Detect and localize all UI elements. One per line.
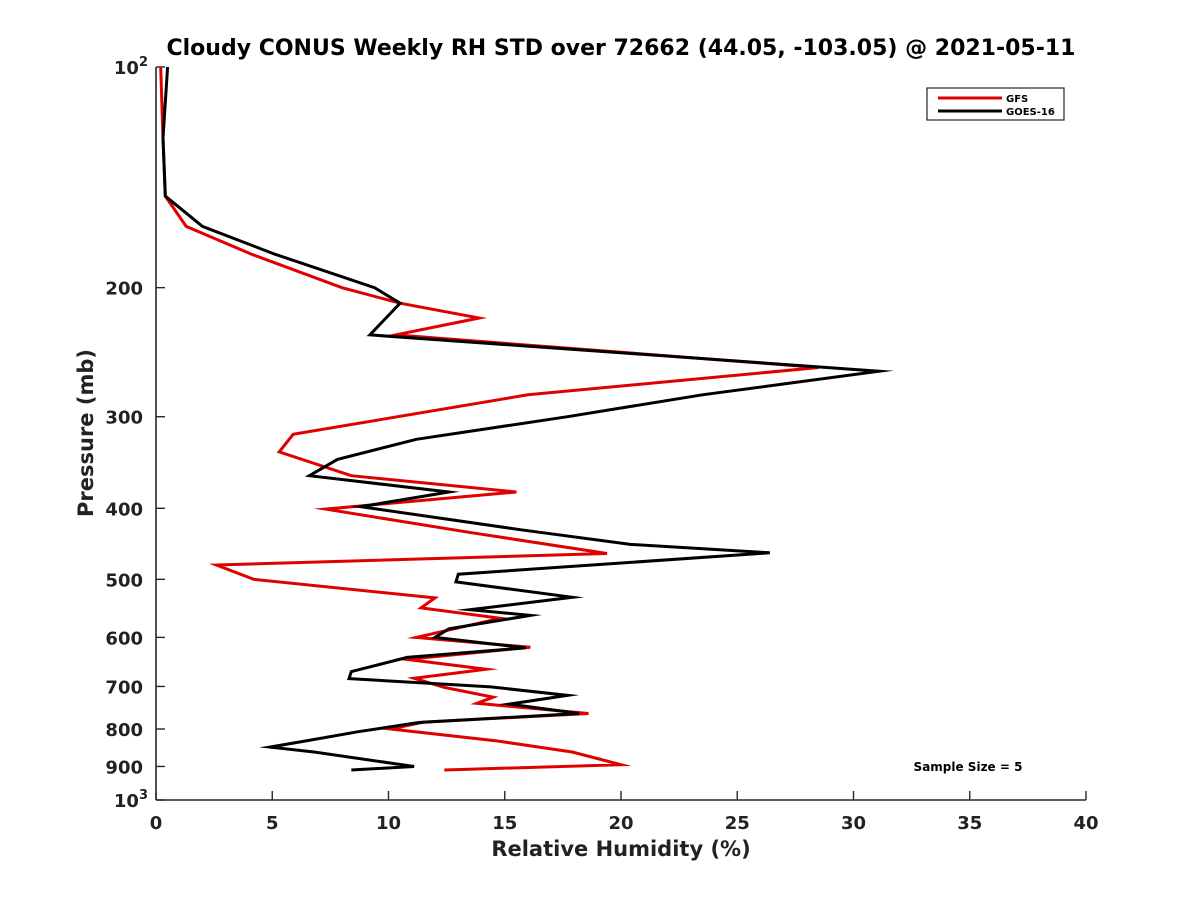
sample-size-annotation: Sample Size = 5: [914, 760, 1023, 774]
x-tick-label: 10: [376, 813, 401, 834]
y-tick-base: 10: [114, 58, 139, 79]
legend-box: [926, 87, 1065, 121]
legend-label: GFS: [1006, 94, 1028, 105]
y-tick-label: 700: [105, 677, 143, 698]
y-tick-label: 800: [105, 720, 143, 741]
y-tick-label: 600: [105, 628, 143, 649]
x-tick-label: 35: [957, 813, 982, 834]
series-group: [159, 66, 894, 772]
y-tick-label: 500: [105, 570, 143, 591]
x-axis-label: Relative Humidity (%): [491, 837, 750, 861]
y-axis-label: Pressure (mb): [74, 349, 98, 517]
chart-title: Cloudy CONUS Weekly RH STD over 72662 (4…: [167, 36, 1076, 61]
y-tick-base: 10: [114, 791, 139, 812]
x-tick-label: 25: [725, 813, 750, 834]
y-tick-label: 102: [114, 55, 148, 79]
y-tick-label: 200: [105, 279, 143, 300]
y-tick-label: 103: [114, 788, 148, 812]
y-tick-exponent: 2: [139, 55, 148, 70]
x-ticks: 0 5 10 15 20 25 30 35 40: [150, 791, 1099, 834]
series-line-gfs: [159, 66, 819, 772]
legend-label: GOES-16: [1006, 107, 1055, 118]
legend: GFS GOES-16: [926, 87, 1065, 121]
y-tick-exponent: 3: [139, 788, 148, 803]
x-tick-label: 20: [608, 813, 633, 834]
x-tick-label: 15: [492, 813, 517, 834]
y-tick-label: 400: [105, 499, 143, 520]
series-line-goes-16: [161, 66, 894, 772]
x-tick-label: 30: [841, 813, 866, 834]
x-tick-label: 5: [266, 813, 279, 834]
y-tick-label: 300: [105, 408, 143, 429]
x-tick-label: 40: [1073, 813, 1098, 834]
x-tick-label: 0: [150, 813, 163, 834]
y-tick-label: 900: [105, 757, 143, 778]
